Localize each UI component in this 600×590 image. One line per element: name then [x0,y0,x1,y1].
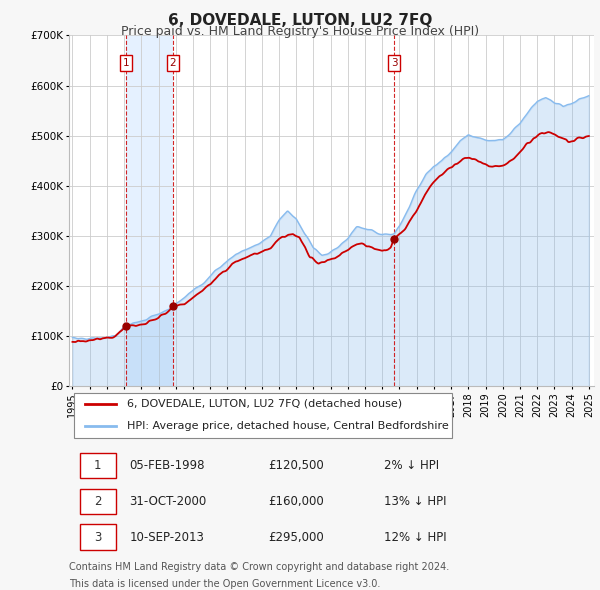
FancyBboxPatch shape [74,393,452,438]
Text: £120,500: £120,500 [269,459,324,472]
Text: 3: 3 [94,531,101,544]
Text: This data is licensed under the Open Government Licence v3.0.: This data is licensed under the Open Gov… [69,579,380,588]
Text: 13% ↓ HPI: 13% ↓ HPI [384,495,446,508]
Text: 1: 1 [122,58,129,68]
Text: Price paid vs. HM Land Registry's House Price Index (HPI): Price paid vs. HM Land Registry's House … [121,25,479,38]
Text: Contains HM Land Registry data © Crown copyright and database right 2024.: Contains HM Land Registry data © Crown c… [69,562,449,572]
FancyBboxPatch shape [79,489,116,514]
Text: 12% ↓ HPI: 12% ↓ HPI [384,531,446,544]
Text: 31-OCT-2000: 31-OCT-2000 [130,495,206,508]
Text: 05-FEB-1998: 05-FEB-1998 [130,459,205,472]
Text: 2: 2 [169,58,176,68]
FancyBboxPatch shape [79,453,116,478]
Text: HPI: Average price, detached house, Central Bedfordshire: HPI: Average price, detached house, Cent… [127,421,449,431]
Text: 10-SEP-2013: 10-SEP-2013 [130,531,204,544]
Text: 2% ↓ HPI: 2% ↓ HPI [384,459,439,472]
Text: 2: 2 [94,495,101,508]
Text: 6, DOVEDALE, LUTON, LU2 7FQ (detached house): 6, DOVEDALE, LUTON, LU2 7FQ (detached ho… [127,399,402,409]
Text: £160,000: £160,000 [269,495,324,508]
Bar [125,35,173,386]
Text: £295,000: £295,000 [269,531,324,544]
FancyBboxPatch shape [79,525,116,550]
Text: 3: 3 [391,58,397,68]
Text: 1: 1 [94,459,101,472]
Text: 6, DOVEDALE, LUTON, LU2 7FQ: 6, DOVEDALE, LUTON, LU2 7FQ [168,13,432,28]
